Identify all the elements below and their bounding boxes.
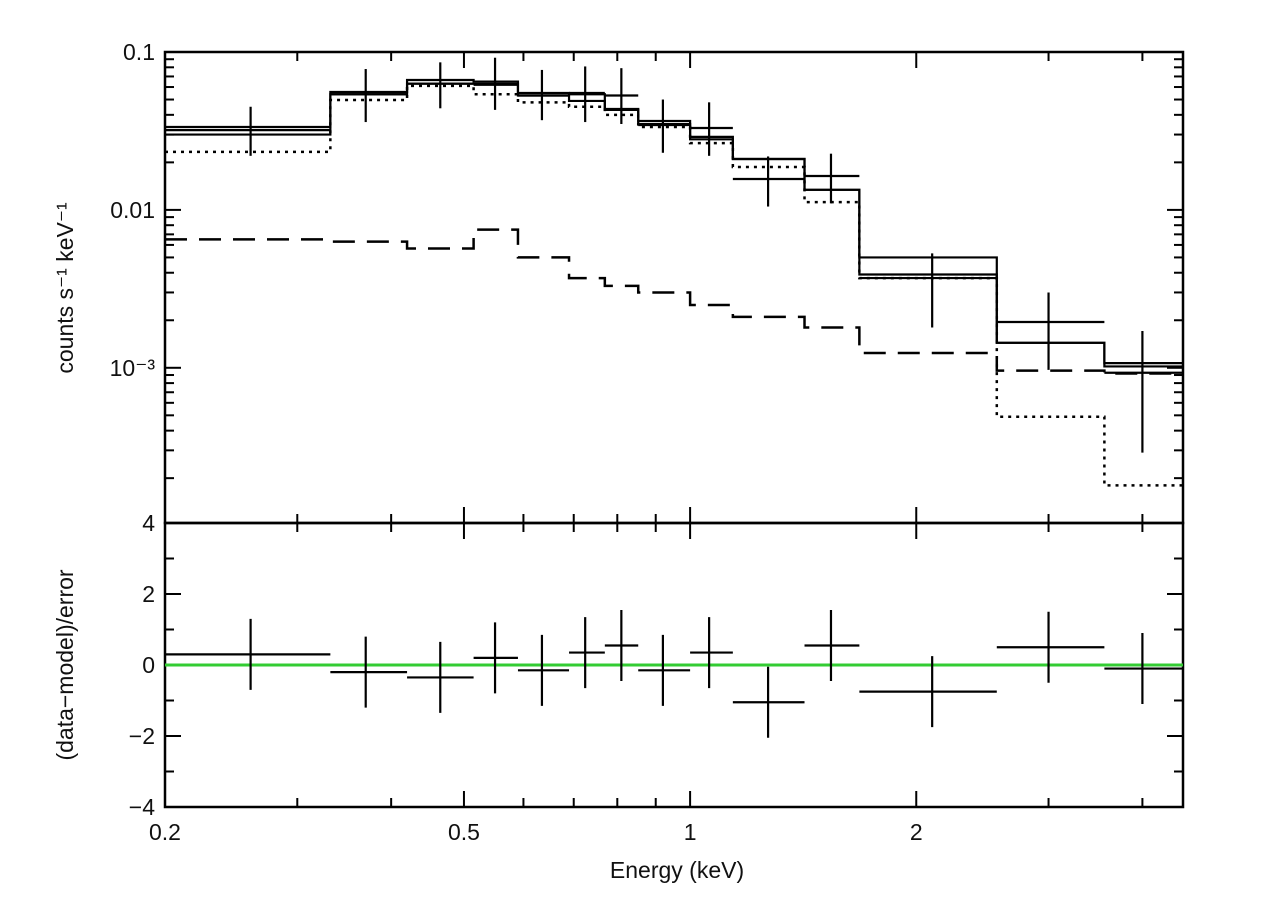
- spectrum-frame: [163, 50, 1185, 525]
- y-tick-label: 0.1: [123, 39, 155, 65]
- residual-point: [330, 636, 408, 708]
- data-point: [569, 66, 605, 123]
- model-dotted-line-2: [165, 84, 1183, 487]
- data-point: [165, 106, 331, 156]
- residual-panel: 0.2 0.5 1 2 4 2 0 −2 −4: [129, 510, 1185, 845]
- data-point: [804, 153, 860, 204]
- data-point: [859, 253, 997, 328]
- data-point: [604, 68, 639, 124]
- residual-point: [473, 622, 518, 694]
- y-tick-label: 0: [142, 652, 155, 678]
- residual-point: [517, 634, 570, 706]
- spectrum-panel: 0.1 0.01 10⁻³: [110, 39, 1185, 525]
- residual-point: [604, 609, 639, 681]
- data-point: [690, 102, 733, 156]
- y-tick-label: 0.01: [110, 197, 155, 223]
- y-tick-label: 10⁻³: [110, 355, 156, 381]
- residual-point: [569, 617, 605, 689]
- x-tick-label: 0.2: [149, 819, 181, 845]
- residual-point: [690, 617, 733, 689]
- residual-point: [804, 609, 860, 681]
- x-tick-label: 1: [684, 819, 697, 845]
- y-axis-label-top: counts s⁻¹ keV⁻¹: [52, 202, 78, 374]
- x-axis-label: Energy (keV): [610, 857, 744, 883]
- y-tick-label: −4: [129, 794, 155, 820]
- data-point: [732, 156, 805, 207]
- y-tick-label: 2: [142, 581, 155, 607]
- x-tick-label: 0.5: [448, 819, 480, 845]
- residual-point: [638, 634, 691, 706]
- data-point: [638, 99, 691, 153]
- x-tick-label: 2: [910, 819, 923, 845]
- y-tick-label: 4: [142, 510, 155, 536]
- residual-point: [859, 656, 997, 728]
- data-point: [1104, 331, 1183, 453]
- residual-point: [732, 666, 805, 738]
- data-point: [517, 69, 570, 121]
- residual-point: [1104, 633, 1183, 705]
- residual-point: [996, 611, 1105, 683]
- data-point: [407, 62, 474, 109]
- residual-point: [407, 641, 474, 713]
- residual-point: [165, 618, 331, 690]
- data-point: [996, 292, 1105, 370]
- model-dashed-line-3: [165, 228, 1183, 375]
- y-axis-label-bottom: (data−model)/error: [52, 569, 78, 760]
- model-solid-line-0: [165, 78, 1183, 365]
- y-tick-label: −2: [129, 723, 155, 749]
- data-point: [330, 69, 408, 123]
- data-point: [473, 57, 518, 110]
